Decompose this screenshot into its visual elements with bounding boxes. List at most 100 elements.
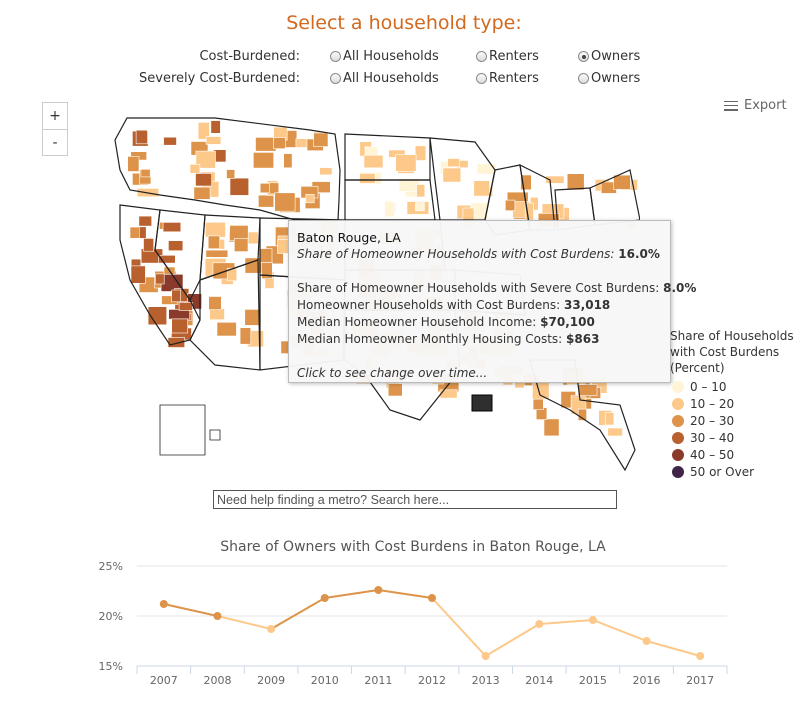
data-point[interactable] (642, 637, 651, 645)
legend-item[interactable]: 50 or Over (672, 463, 800, 480)
metro-area[interactable] (439, 389, 458, 399)
metro-area[interactable] (168, 240, 184, 251)
legend-item[interactable]: 0 – 10 (672, 378, 800, 395)
metro-area[interactable] (520, 174, 532, 191)
metro-area[interactable] (363, 154, 384, 169)
metro-area[interactable] (384, 200, 395, 218)
metro-area[interactable] (387, 383, 403, 397)
metro-area[interactable] (135, 129, 148, 145)
radio-circle-icon[interactable] (578, 73, 589, 84)
metro-area[interactable] (476, 163, 497, 175)
metro-area[interactable] (545, 175, 565, 184)
metro-area[interactable] (273, 137, 286, 149)
data-point[interactable] (213, 612, 222, 620)
metro-area[interactable] (473, 180, 490, 197)
metro-area[interactable] (140, 168, 151, 178)
metro-area[interactable] (205, 136, 222, 145)
data-point[interactable] (267, 625, 276, 633)
metro-area[interactable] (189, 163, 201, 174)
metro-area[interactable] (234, 238, 249, 252)
data-point[interactable] (159, 600, 168, 608)
metro-area[interactable] (209, 308, 225, 321)
data-point[interactable] (588, 616, 597, 624)
metro-area[interactable] (504, 199, 516, 211)
radio-circle-icon[interactable] (330, 73, 341, 84)
legend-item[interactable]: 20 – 30 (672, 412, 800, 429)
metro-area[interactable] (613, 174, 631, 190)
highlighted-metro[interactable] (471, 394, 493, 412)
metro-area[interactable] (193, 186, 211, 200)
metro-area[interactable] (566, 173, 585, 191)
radio-circle-icon[interactable] (578, 51, 589, 62)
metro-area[interactable] (274, 192, 296, 212)
metro-area[interactable] (239, 327, 252, 345)
metro-area[interactable] (147, 306, 167, 326)
metro-area[interactable] (168, 309, 190, 320)
metro-area[interactable] (171, 318, 188, 334)
data-point[interactable] (481, 652, 490, 660)
export-button[interactable]: Export (724, 98, 787, 113)
metro-area[interactable] (259, 248, 273, 264)
metro-area[interactable] (162, 222, 182, 233)
metro-area[interactable] (205, 249, 229, 258)
metro-area[interactable] (130, 265, 146, 284)
metro-area[interactable] (395, 154, 417, 172)
metro-area[interactable] (442, 167, 462, 183)
metro-area[interactable] (253, 152, 275, 169)
legend-item[interactable]: 10 – 20 (672, 395, 800, 412)
radio-circle-icon[interactable] (476, 73, 487, 84)
radio-all-households[interactable]: All Households (330, 49, 439, 64)
data-point[interactable] (320, 594, 329, 602)
legend-item[interactable]: 40 – 50 (672, 446, 800, 463)
metro-area[interactable] (532, 380, 550, 400)
metro-area[interactable] (283, 153, 293, 169)
data-point[interactable] (535, 620, 544, 628)
metro-area[interactable] (543, 418, 560, 437)
metro-area[interactable] (158, 255, 176, 264)
metro-area[interactable] (604, 412, 615, 426)
radio-owners[interactable]: Owners (578, 71, 640, 86)
metro-area[interactable] (163, 136, 177, 146)
metro-area[interactable] (226, 169, 236, 179)
legend-item[interactable]: 30 – 40 (672, 429, 800, 446)
metro-area[interactable] (359, 173, 376, 184)
metro-area[interactable] (178, 302, 193, 311)
data-point[interactable] (428, 594, 436, 602)
metro-area[interactable] (313, 132, 329, 147)
metro-area[interactable] (259, 183, 270, 194)
metro-area[interactable] (129, 226, 140, 239)
metro-area[interactable] (229, 177, 250, 196)
metro-area[interactable] (258, 194, 275, 208)
metro-search-input[interactable] (213, 490, 617, 509)
metro-area[interactable] (319, 167, 333, 176)
radio-all-households[interactable]: All Households (330, 71, 439, 86)
metro-area[interactable] (415, 202, 425, 212)
radio-circle-icon[interactable] (330, 51, 341, 62)
metro-area[interactable] (207, 235, 220, 250)
metro-area[interactable] (244, 309, 262, 326)
metro-area[interactable] (447, 158, 460, 168)
zoom-out-button[interactable]: - (43, 129, 67, 156)
metro-area[interactable] (305, 194, 315, 204)
metro-area[interactable] (195, 150, 216, 169)
metro-area[interactable] (171, 289, 181, 303)
metro-area[interactable] (255, 137, 277, 152)
metro-area[interactable] (208, 296, 222, 310)
radio-renters[interactable]: Renters (476, 71, 539, 86)
metro-area[interactable] (414, 145, 427, 161)
metro-area[interactable] (195, 173, 213, 187)
zoom-in-button[interactable]: + (49, 108, 61, 124)
data-point[interactable] (696, 652, 705, 660)
metro-area[interactable] (607, 427, 623, 437)
metro-area[interactable] (138, 215, 153, 227)
data-point[interactable] (374, 586, 383, 594)
metro-area[interactable] (226, 267, 238, 282)
metro-area[interactable] (205, 222, 226, 238)
metro-area[interactable] (261, 262, 273, 280)
radio-circle-icon[interactable] (476, 51, 487, 62)
radio-renters[interactable]: Renters (476, 49, 539, 64)
metro-area[interactable] (216, 322, 237, 337)
metro-area[interactable] (416, 184, 426, 198)
metro-area[interactable] (577, 384, 598, 397)
metro-area[interactable] (197, 122, 210, 140)
